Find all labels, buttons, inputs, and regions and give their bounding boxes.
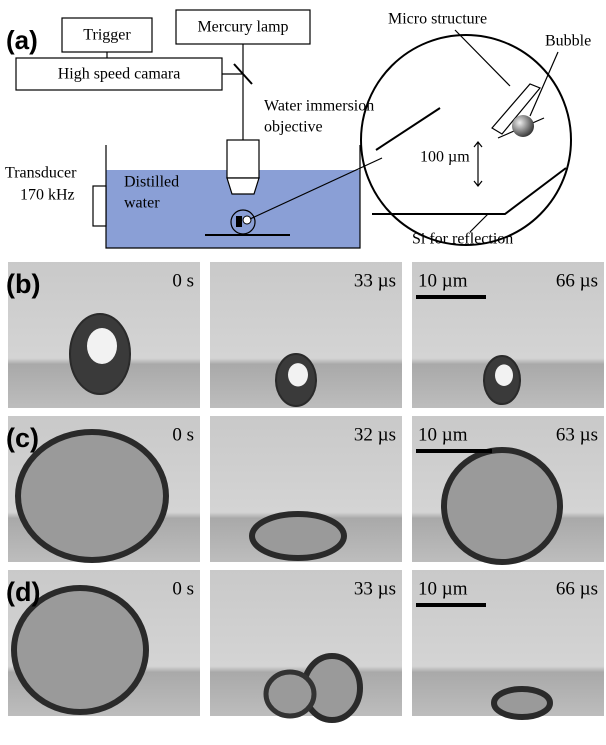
time-label: 66 µs (556, 270, 598, 291)
image-rows: 0 s 33 µs 66 µs (b) 10 µm 0 s 32 µs 63 µs (c) 10 … (6, 262, 604, 720)
bubble-highlight (495, 364, 513, 386)
panel-label: (d) (6, 577, 40, 607)
objective (227, 140, 259, 178)
si-label: Si for reflection (412, 231, 513, 248)
scale-label: 10 µm (418, 270, 468, 291)
transducer (93, 186, 106, 226)
bubble-label: Bubble (545, 33, 591, 50)
time-label: 0 s (172, 270, 194, 291)
bubble-image (494, 689, 550, 717)
objective-label: objective (264, 119, 323, 136)
bubble-highlight (87, 328, 117, 364)
bubble-image (266, 672, 314, 716)
water-label: Distilled (124, 174, 179, 191)
scale-bar (416, 603, 486, 607)
gap-label: 100 µm (420, 149, 470, 166)
scale-bar (416, 449, 492, 453)
pointer (455, 30, 510, 86)
panel-label: (b) (6, 269, 40, 299)
time-label: 0 s (172, 578, 194, 599)
scale-label: 10 µm (418, 578, 468, 599)
objective-label: Water immersion (264, 98, 374, 115)
trigger-label: Trigger (83, 27, 131, 44)
panel-label: (a) (6, 25, 38, 55)
transducer-label: 170 kHz (20, 187, 75, 204)
time-label: 32 µs (354, 424, 396, 445)
bubble (512, 115, 534, 137)
bubble-image (18, 432, 166, 560)
scale-label: 10 µm (418, 424, 468, 445)
lamp-label: Mercury lamp (197, 19, 288, 36)
bubble-image (252, 514, 344, 558)
pointer (470, 214, 488, 232)
objective-tip (227, 178, 259, 194)
camera-label: High speed camara (58, 66, 181, 83)
bubble-image (444, 450, 560, 562)
surface (372, 168, 566, 214)
structure-icon (236, 216, 242, 227)
bubble-highlight (288, 363, 308, 386)
figure: (a) Trigger High speed camara Mercury la… (0, 0, 606, 745)
bubble-icon (243, 216, 251, 224)
surface (376, 108, 440, 150)
time-label: 33 µs (354, 270, 396, 291)
transducer-label: Transducer (5, 165, 77, 182)
panel-label: (c) (6, 423, 39, 453)
time-label: 63 µs (556, 424, 598, 445)
structure-label: Micro structure (388, 11, 487, 28)
panel-a: (a) Trigger High speed camara Mercury la… (5, 10, 591, 248)
time-label: 0 s (172, 424, 194, 445)
water-label: water (124, 195, 160, 212)
scale-bar (416, 295, 486, 299)
time-label: 66 µs (556, 578, 598, 599)
time-label: 33 µs (354, 578, 396, 599)
